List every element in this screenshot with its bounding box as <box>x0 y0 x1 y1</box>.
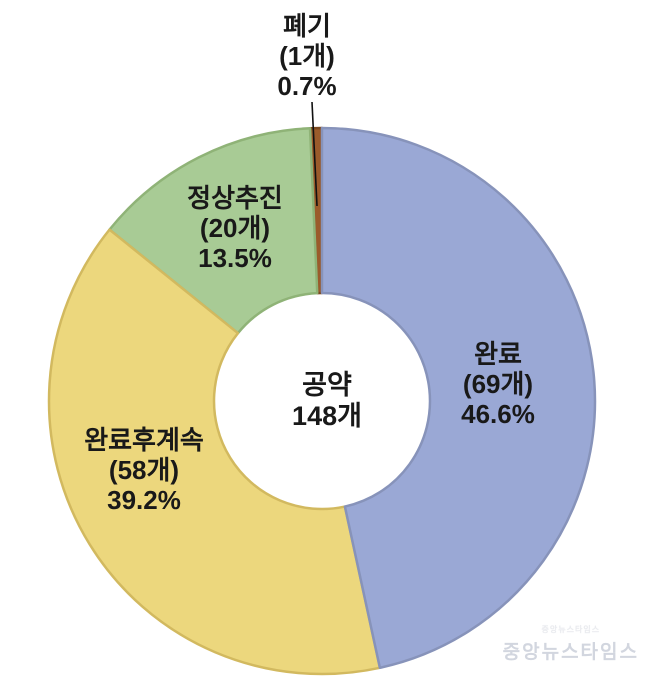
center-title: 공약 <box>302 370 352 400</box>
donut-slice-0 <box>320 126 597 670</box>
slice-name: 폐기 <box>283 11 331 41</box>
discard-leader-line <box>311 101 318 207</box>
center-total: 148개 <box>292 401 362 431</box>
slice-label-discarded: 폐기 (1개) 0.7% <box>277 11 336 101</box>
slice-count: (20개) <box>199 213 271 243</box>
slice-label-complete-continuing: 완료후계속 (58개) 39.2% <box>84 425 204 515</box>
slice-percent: 0.7% <box>277 71 337 101</box>
slice-count: (69개) <box>462 369 534 399</box>
slice-name: 정상추진 <box>187 183 283 213</box>
donut-center-label: 공약 148개 <box>292 370 362 432</box>
slice-label-on-track: 정상추진 (20개) 13.5% <box>187 183 283 273</box>
slice-name: 완료 <box>474 339 522 369</box>
slice-count: (58개) <box>108 455 180 485</box>
slice-count: (1개) <box>279 41 335 71</box>
slice-percent: 46.6% <box>461 399 535 429</box>
donut-slice-1 <box>47 228 382 676</box>
slice-percent: 13.5% <box>198 243 272 273</box>
slice-name: 완료후계속 <box>84 425 204 455</box>
donut-slice-2 <box>108 127 319 335</box>
slice-label-complete: 완료 (69개) 46.6% <box>461 339 535 429</box>
slice-percent: 39.2% <box>107 485 181 515</box>
